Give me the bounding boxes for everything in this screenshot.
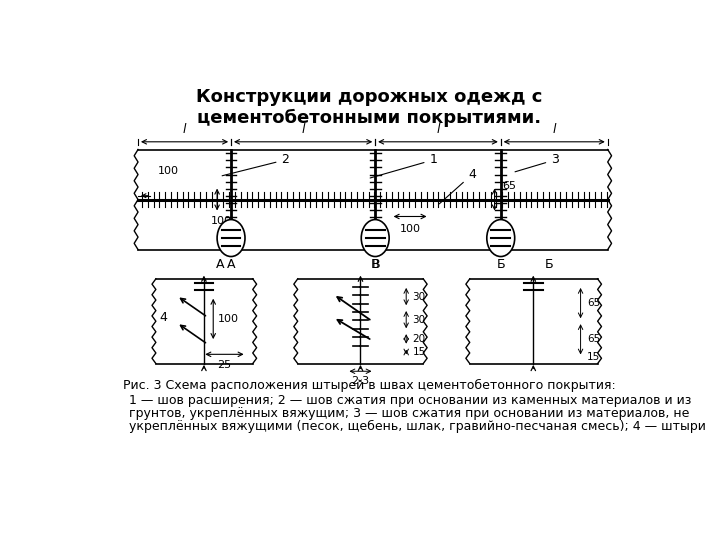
Text: 65: 65: [587, 298, 600, 308]
Text: 100: 100: [218, 314, 239, 324]
Text: 15: 15: [587, 353, 600, 362]
Text: 4: 4: [160, 311, 168, 324]
Ellipse shape: [361, 220, 389, 256]
Text: 65: 65: [587, 334, 600, 344]
Text: А: А: [215, 258, 224, 271]
Text: 30: 30: [413, 292, 426, 301]
Text: l: l: [183, 124, 186, 137]
Text: 2-3: 2-3: [351, 375, 369, 386]
Text: 20: 20: [413, 334, 426, 344]
Text: 3: 3: [515, 153, 559, 172]
Ellipse shape: [487, 220, 515, 256]
Text: А: А: [227, 259, 235, 272]
Text: В: В: [372, 258, 380, 271]
Text: 1: 1: [370, 153, 437, 178]
Text: 1 — шов расширения; 2 — шов сжатия при основании из каменных материалов и из: 1 — шов расширения; 2 — шов сжатия при о…: [129, 394, 691, 407]
Text: 30: 30: [413, 315, 426, 325]
Text: 2: 2: [222, 153, 289, 176]
Text: Б: Б: [544, 258, 553, 271]
Text: Конструкции дорожных одежд с
цементобетонными покрытиями.: Конструкции дорожных одежд с цементобето…: [196, 88, 542, 127]
Text: 65: 65: [503, 181, 516, 191]
Text: l: l: [436, 124, 440, 137]
Text: 100: 100: [158, 166, 179, 176]
Text: l: l: [302, 124, 305, 137]
Text: Рис. 3 Схема расположения штырей в швах цементобетонного покрытия:: Рис. 3 Схема расположения штырей в швах …: [122, 379, 616, 392]
Text: В: В: [371, 259, 379, 272]
Ellipse shape: [217, 220, 245, 256]
Text: 100: 100: [211, 216, 233, 226]
Text: 15: 15: [413, 347, 426, 357]
Text: 25: 25: [217, 361, 231, 370]
Text: Б: Б: [496, 259, 505, 272]
Text: 4: 4: [439, 168, 476, 204]
Text: грунтов, укреплённых вяжущим; 3 — шов сжатия при основании из материалов, не: грунтов, укреплённых вяжущим; 3 — шов сж…: [129, 407, 689, 420]
Text: 100: 100: [400, 224, 420, 234]
Text: l: l: [552, 124, 556, 137]
Text: укреплённых вяжущими (песок, щебень, шлак, гравийно-песчаная смесь); 4 — штыри: укреплённых вяжущими (песок, щебень, шла…: [129, 420, 706, 433]
